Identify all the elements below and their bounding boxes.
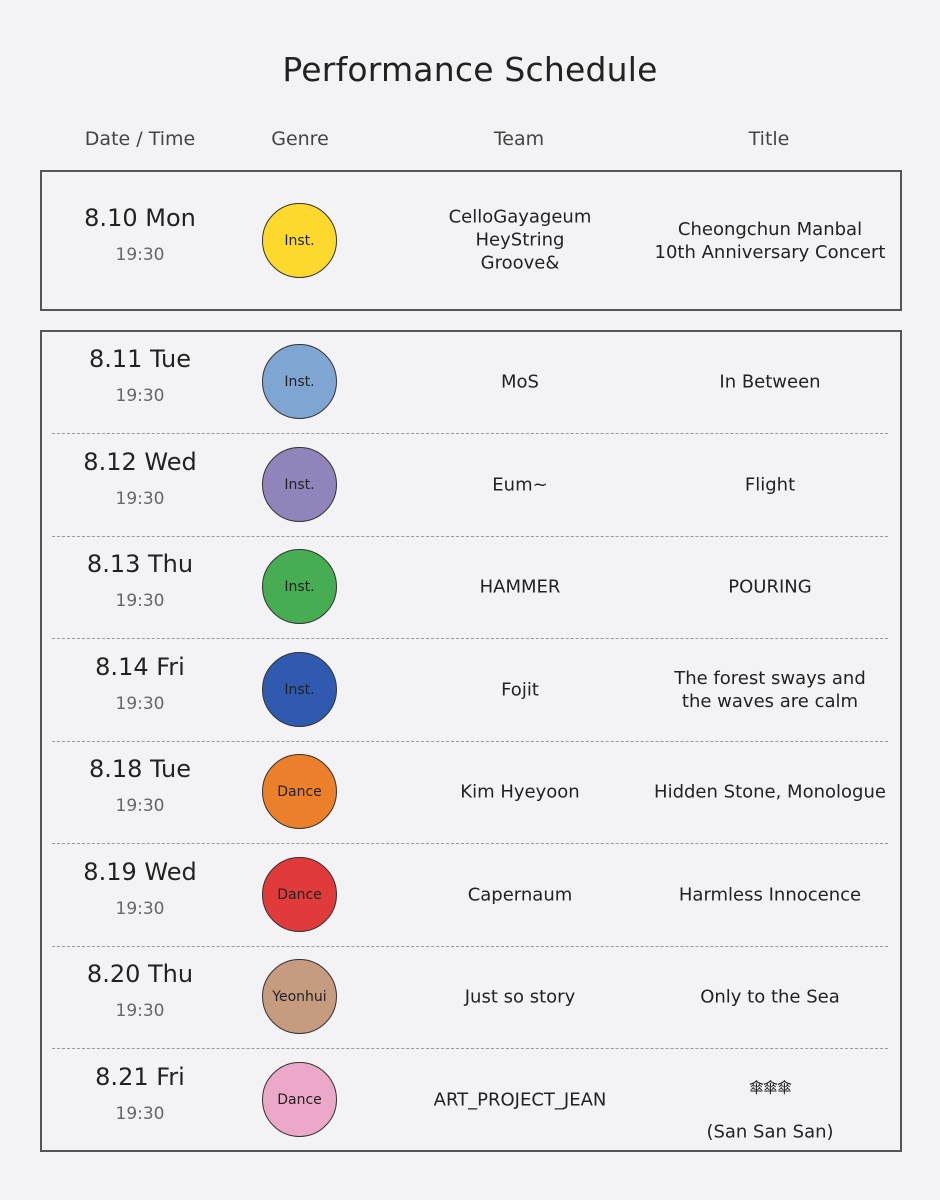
column-headers: Date / Time Genre Team Title: [40, 128, 900, 156]
team-name: Eum~: [492, 474, 548, 496]
schedule-row: 8.20 Thu 19:30 Yeonhui Just so story Onl…: [42, 947, 900, 1049]
genre-badge: Inst.: [262, 344, 337, 419]
performance-title: Flight: [744, 474, 796, 496]
performance-title: 傘傘傘 (San San San): [650, 1055, 890, 1144]
performance-title: The forest sways and the waves are calm: [674, 668, 866, 712]
schedule-list: 8.11 Tue 19:30 Inst. MoS In Between 8.12…: [40, 330, 902, 1152]
performance-time: 19:30: [115, 899, 165, 919]
schedule-row: 8.12 Wed 19:30 Inst. Eum~ Flight: [42, 434, 900, 537]
performance-time: 19:30: [115, 386, 165, 406]
genre-badge: Yeonhui: [262, 959, 337, 1034]
genre-badge: Inst.: [262, 652, 337, 727]
performance-title-text: (San San San): [706, 1121, 834, 1143]
performance-time: 19:30: [115, 591, 165, 611]
header-team: Team: [493, 128, 545, 150]
team-name: Kim Hyeyoon: [460, 781, 580, 803]
team-name: HAMMER: [479, 576, 561, 598]
featured-performance-card: 8.10 Mon 19:30 Inst. CelloGayageum HeySt…: [40, 170, 902, 311]
performance-date: 8.21 Fri: [95, 1063, 185, 1091]
team-name: CelloGayageum HeyString Groove&: [448, 206, 592, 274]
performance-time: 19:30: [115, 489, 165, 509]
performance-time: 19:30: [115, 1001, 165, 1021]
header-title: Title: [748, 128, 790, 150]
performance-date: 8.14 Fri: [95, 653, 185, 681]
team-name: Fojit: [501, 679, 539, 701]
genre-badge: Dance: [262, 857, 337, 932]
schedule-row: 8.19 Wed 19:30 Dance Capernaum Harmless …: [42, 844, 900, 947]
performance-time: 19:30: [115, 796, 165, 816]
performance-title: Hidden Stone, Monologue: [654, 781, 886, 803]
header-date-time: Date / Time: [84, 128, 196, 150]
schedule-row: 8.11 Tue 19:30 Inst. MoS In Between: [42, 332, 900, 434]
performance-title: Cheongchun Manbal 10th Anniversary Conce…: [654, 219, 886, 263]
performance-time: 19:30: [115, 1104, 165, 1124]
schedule-row: 8.14 Fri 19:30 Inst. Fojit The forest sw…: [42, 639, 900, 742]
performance-title: In Between: [719, 371, 821, 393]
performance-date: 8.18 Tue: [88, 755, 192, 783]
performance-time: 19:30: [115, 245, 165, 265]
genre-badge: Inst.: [262, 203, 337, 278]
performance-title-glyph: 傘傘傘: [748, 1078, 792, 1097]
performance-date: 8.13 Thu: [86, 550, 194, 578]
genre-badge: Dance: [262, 754, 337, 829]
genre-badge: Dance: [262, 1062, 337, 1137]
performance-date: 8.20 Thu: [86, 960, 194, 988]
genre-badge: Inst.: [262, 549, 337, 624]
header-genre: Genre: [271, 128, 329, 150]
performance-title: Only to the Sea: [700, 986, 840, 1008]
team-name: ART_PROJECT_JEAN: [433, 1089, 607, 1111]
performance-date: 8.12 Wed: [83, 448, 197, 476]
schedule-row: 8.13 Thu 19:30 Inst. HAMMER POURING: [42, 537, 900, 639]
genre-badge: Inst.: [262, 447, 337, 522]
schedule-row: 8.10 Mon 19:30 Inst. CelloGayageum HeySt…: [42, 172, 900, 309]
team-name: MoS: [501, 371, 539, 393]
performance-date: 8.10 Mon: [84, 204, 196, 232]
team-name: Just so story: [464, 986, 576, 1008]
schedule-row: 8.18 Tue 19:30 Dance Kim Hyeyoon Hidden …: [42, 742, 900, 844]
performance-title: Harmless Innocence: [678, 884, 862, 906]
schedule-row: 8.21 Fri 19:30 Dance ART_PROJECT_JEAN 傘傘…: [42, 1049, 900, 1150]
performance-title: POURING: [728, 576, 812, 598]
performance-date: 8.19 Wed: [83, 858, 197, 886]
performance-date: 8.11 Tue: [88, 345, 192, 373]
team-name: Capernaum: [467, 884, 573, 906]
performance-time: 19:30: [115, 694, 165, 714]
page-title: Performance Schedule: [282, 50, 658, 89]
